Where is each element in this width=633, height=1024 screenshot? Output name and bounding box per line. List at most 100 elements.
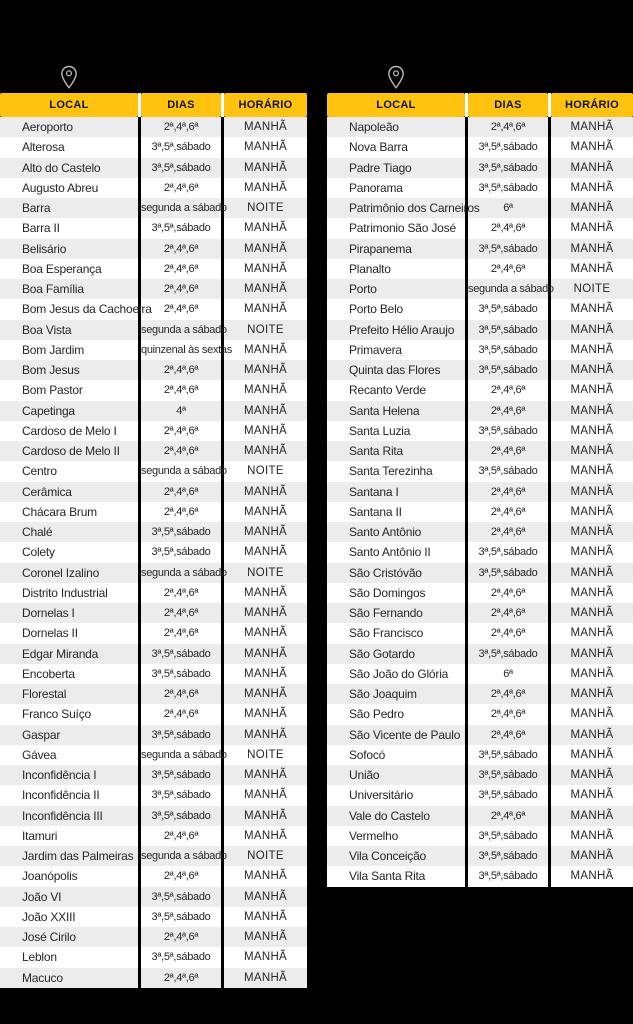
cell-horario: MANHÃ	[243, 769, 288, 781]
cell-local: Alto do Castelo	[22, 160, 101, 175]
cell-local: Macuco	[22, 970, 63, 985]
table-row: São João do Glória 6ª MANHÃ	[327, 663, 633, 684]
column-header-local: LOCAL	[327, 93, 465, 117]
cell-horario: MANHÃ	[570, 202, 614, 214]
table-row: Boa Vista segunda a sábado NOITE	[0, 319, 307, 340]
cell-dias: 3ª,5ª,sábado	[478, 364, 538, 376]
header-gap	[548, 93, 551, 117]
table-row: Santo Antônio II 3ª,5ª,sábado MANHÃ	[327, 542, 633, 563]
table-row: Chácara Brum 2ª,4ª,6ª MANHÃ	[0, 501, 307, 522]
cell-local: Recanto Verde	[349, 383, 426, 398]
cell-dias: 4ª	[176, 404, 186, 417]
cell-dias: 3ª,5ª,sábado	[151, 890, 211, 903]
table-row: União 3ª,5ª,sábado MANHÃ	[327, 765, 633, 786]
cell-dias: 2ª,4ª,6ª	[163, 283, 199, 295]
table-row: Barra segunda a sábado NOITE	[0, 198, 307, 219]
cell-dias: 2ª,4ª,6ª	[490, 262, 526, 275]
cell-horario: MANHÃ	[570, 546, 614, 559]
cell-horario: MANHÃ	[243, 424, 288, 437]
cell-local: São Joaquim	[349, 687, 417, 701]
cell-horario: MANHÃ	[243, 364, 288, 376]
cell-local: Aeroporto	[22, 120, 73, 134]
cell-local: Sofocó	[349, 747, 386, 762]
table-header: LOCAL DIAS HORÁRIO	[0, 93, 307, 117]
cell-local: Inconfidência I	[22, 768, 97, 782]
table-row: Nova Barra 3ª,5ª,sábado MANHÃ	[327, 137, 633, 158]
cell-local: São João do Glória	[349, 666, 449, 681]
cell-local: Planalto	[349, 261, 391, 276]
cell-local: Boa Esperança	[22, 261, 102, 276]
header-gap	[138, 93, 141, 117]
cell-dias: 2ª,4ª,6ª	[163, 242, 199, 255]
table-row: Vermelho 3ª,5ª,sábado MANHÃ	[327, 825, 633, 846]
cell-horario: MANHÃ	[243, 161, 288, 174]
table-row: Bom Jardim quinzenal às sextas MANHÃ	[0, 339, 307, 360]
table-row: Alto do Castelo 3ª,5ª,sábado MANHÃ	[0, 157, 307, 178]
table-row: Inconfidência II 3ª,5ª,sábado MANHÃ	[0, 785, 307, 806]
cell-local: Chácara Brum	[22, 504, 97, 519]
table-row: Padre Tiago 3ª,5ª,sábado MANHÃ	[327, 157, 633, 178]
cell-horario: MANHÃ	[243, 445, 288, 457]
column-header-horario: HORÁRIO	[551, 93, 633, 117]
cell-dias: 2ª,4ª,6ª	[163, 505, 199, 518]
cell-dias: 2ª,4ª,6ª	[163, 303, 199, 316]
cell-dias: 3ª,5ª,sábado	[151, 910, 211, 923]
cell-horario: MANHÃ	[243, 627, 288, 640]
cell-local: Boa Vista	[22, 322, 72, 337]
cell-local: Boa Família	[22, 282, 84, 296]
cell-local: Padre Tiago	[349, 160, 412, 175]
table-row: São Francisco 2ª,4ª,6ª MANHÃ	[327, 623, 633, 644]
cell-local: Santa Luzia	[349, 423, 411, 438]
cell-dias: 2ª,4ª,6ª	[490, 526, 526, 538]
cell-local: Joanópolis	[22, 869, 78, 884]
cell-local: João VI	[22, 889, 62, 904]
table-row: Primavera 3ª,5ª,sábado MANHÃ	[327, 339, 633, 360]
cell-local: Santo Antônio	[349, 525, 422, 539]
cell-local: Bom Jesus da Cachoeira	[22, 302, 152, 317]
cell-horario: MANHÃ	[243, 485, 288, 498]
cell-dias: 3ª,5ª,sábado	[151, 769, 211, 781]
cell-local: Panorama	[349, 180, 403, 195]
cell-dias: 2ª,4ª,6ª	[490, 627, 526, 640]
cell-dias: 6ª	[503, 202, 513, 214]
table-row: Porto Belo 3ª,5ª,sábado MANHÃ	[327, 299, 633, 320]
cell-dias: 3ª,5ª,sábado	[478, 424, 538, 437]
cell-local: São Pedro	[349, 707, 404, 722]
cell-local: Bom Jesus	[22, 363, 80, 377]
cell-dias: 2ª,4ª,6ª	[490, 607, 526, 619]
table-row: Pirapanema 3ª,5ª,sábado MANHÃ	[327, 238, 633, 259]
table-row: Santa Helena 2ª,4ª,6ª MANHÃ	[327, 400, 633, 421]
cell-local: São Gotardo	[349, 646, 415, 661]
cell-local: São Vicente de Paulo	[349, 727, 461, 742]
cell-horario: MANHÃ	[570, 161, 614, 174]
cell-local: Inconfidência III	[22, 808, 103, 823]
cell-dias: 3ª,5ª,sábado	[478, 242, 538, 255]
cell-local: Universitário	[349, 788, 414, 803]
cell-local: São Fernando	[349, 606, 423, 620]
cell-dias: 3ª,5ª,sábado	[151, 951, 211, 964]
cell-local: Patrimonio São José	[349, 221, 456, 236]
table-row: Patrimônio dos Carneiros 6ª MANHÃ	[327, 198, 633, 219]
cell-horario: MANHÃ	[570, 121, 614, 133]
cell-horario: MANHÃ	[570, 850, 614, 862]
column-header-dias: DIAS	[141, 93, 221, 117]
cell-dias: 3ª,5ª,sábado	[478, 161, 538, 174]
cell-dias: 3ª,5ª,sábado	[151, 161, 211, 174]
cell-horario: MANHÃ	[570, 809, 614, 822]
cell-horario: NOITE	[573, 283, 611, 295]
cell-dias: 2ª,4ª,6ª	[163, 364, 199, 376]
cell-dias: 2ª,4ª,6ª	[163, 870, 199, 883]
cell-local: Coronel Izalino	[22, 565, 100, 580]
cell-dias: 3ª,5ª,sábado	[478, 141, 538, 154]
cell-dias: 2ª,4ª,6ª	[163, 688, 199, 700]
table-row: Gaspar 3ª,5ª,sábado MANHÃ	[0, 724, 307, 745]
cell-dias: 2ª,4ª,6ª	[163, 485, 199, 498]
cell-horario: MANHÃ	[570, 262, 614, 275]
cell-horario: MANHÃ	[243, 667, 288, 680]
cell-local: Gávea	[22, 747, 57, 762]
table-row: Joanópolis 2ª,4ª,6ª MANHÃ	[0, 866, 307, 887]
cell-horario: MANHÃ	[243, 728, 288, 741]
table-row: Itamuri 2ª,4ª,6ª MANHÃ	[0, 825, 307, 846]
cell-dias: segunda a sábado	[141, 566, 227, 579]
